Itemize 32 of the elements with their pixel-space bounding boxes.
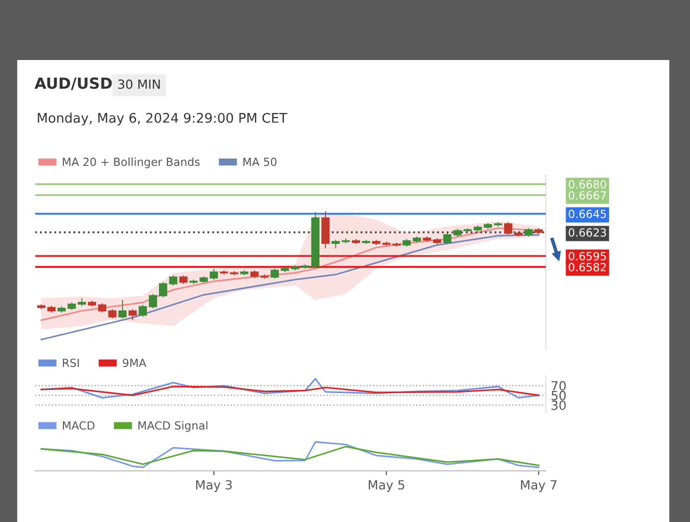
x-tick-label: May 7 <box>521 480 556 492</box>
chart-subtitle: Monday, May 6, 2024 9:29:00 PM CET <box>38 112 288 126</box>
line-series <box>40 386 540 396</box>
legend-label: MA 20 + Bollinger Bands <box>62 157 200 168</box>
y-tick-label: 0.6595 <box>568 252 606 260</box>
candlestick <box>270 268 279 280</box>
chart-title: AUD/USD <box>34 77 112 90</box>
series-label: MACD <box>62 421 95 430</box>
candlestick <box>128 308 137 321</box>
candlestick <box>158 282 168 298</box>
x-tick-label: May 3 <box>196 480 232 492</box>
y-tick-label: 0.6582 <box>568 262 606 272</box>
candlestick <box>138 304 147 318</box>
candlestick <box>504 222 512 236</box>
candlestick <box>118 299 127 319</box>
x-tick-label: May 5 <box>368 480 404 492</box>
legend-label: MA 50 <box>243 158 276 166</box>
line-series <box>40 234 540 340</box>
y-tick-label: 0.6667 <box>568 191 606 200</box>
candlestick <box>169 274 178 286</box>
legend-label: RSI <box>62 358 79 368</box>
candlestick <box>443 232 452 245</box>
y-tick-label: 0.6645 <box>568 210 606 218</box>
legend-label: 9MA <box>122 358 146 368</box>
text: 30 MIN <box>118 79 160 89</box>
y-tick-label: 0.6680 <box>568 180 606 189</box>
y-tick-label: 70 <box>552 381 566 391</box>
legend-label: MACD Signal <box>138 421 208 432</box>
candlestick <box>148 294 158 309</box>
y-tick-label: 50 <box>552 390 566 400</box>
y-tick-label: 30 <box>552 400 566 410</box>
y-tick-label: 0.6623 <box>568 228 606 237</box>
